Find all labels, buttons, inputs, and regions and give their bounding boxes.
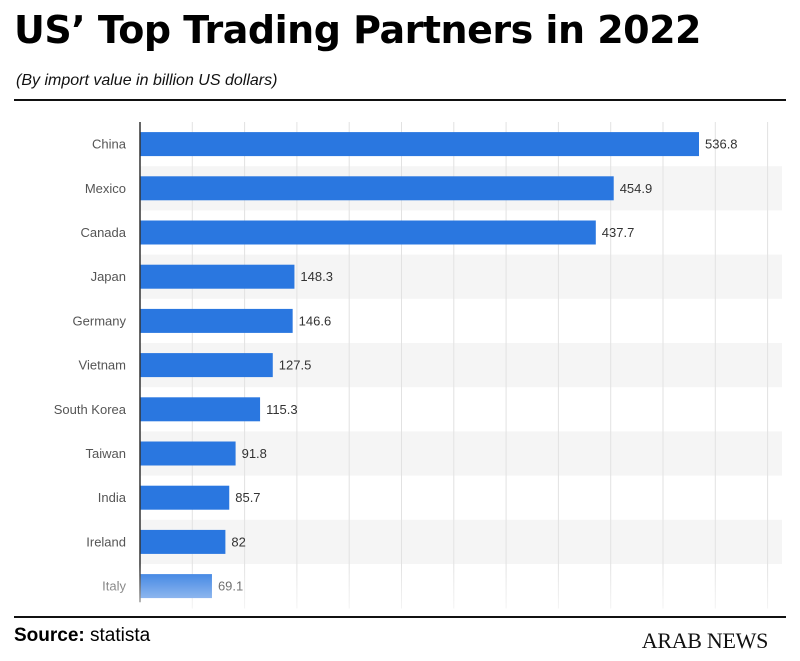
category-label: Vietnam bbox=[79, 358, 126, 373]
source-value: statista bbox=[90, 625, 151, 646]
bar bbox=[140, 353, 273, 378]
bar bbox=[140, 264, 295, 289]
bar bbox=[140, 176, 614, 201]
category-label: Ireland bbox=[86, 534, 126, 549]
source-label: Source: bbox=[14, 625, 85, 646]
value-label: 91.8 bbox=[242, 446, 267, 461]
chart-subtitle: (By import value in billion US dollars) bbox=[16, 72, 278, 89]
bar bbox=[140, 308, 293, 333]
row-bands bbox=[140, 166, 782, 564]
gridlines bbox=[191, 122, 769, 609]
bar bbox=[140, 397, 261, 422]
bar bbox=[140, 441, 236, 466]
value-label: 536.8 bbox=[705, 137, 738, 152]
category-label: Germany bbox=[73, 313, 127, 328]
bars bbox=[140, 132, 699, 599]
category-label: Mexico bbox=[85, 181, 126, 196]
category-label: South Korea bbox=[54, 402, 127, 417]
category-label: China bbox=[92, 137, 127, 152]
brand-logo: ARAB NEWS bbox=[641, 628, 769, 653]
value-label: 437.7 bbox=[602, 225, 635, 240]
bar bbox=[140, 220, 596, 245]
source-note: Source: statista bbox=[14, 625, 150, 647]
value-label: 85.7 bbox=[235, 490, 260, 505]
value-label: 82 bbox=[231, 534, 245, 549]
bar bbox=[140, 529, 226, 554]
category-labels: China Mexico Canada Japan Germany Vietnam Sout… bbox=[54, 137, 127, 594]
bar bbox=[140, 485, 230, 510]
page-title: US’ Top Trading Partners in 2022 bbox=[14, 8, 702, 52]
category-label: Taiwan bbox=[86, 446, 126, 461]
value-label: 454.9 bbox=[620, 181, 653, 196]
bar bbox=[140, 132, 699, 157]
row-band bbox=[140, 431, 782, 476]
row-band bbox=[140, 519, 782, 564]
bottom-fade bbox=[0, 564, 800, 609]
category-label: Canada bbox=[80, 225, 126, 240]
value-label: 146.6 bbox=[299, 313, 332, 328]
top-divider bbox=[14, 99, 786, 101]
value-label: 127.5 bbox=[279, 358, 312, 373]
value-label: 115.3 bbox=[266, 402, 298, 417]
value-label: 148.3 bbox=[300, 269, 333, 284]
category-label: India bbox=[98, 490, 127, 505]
category-label: Japan bbox=[91, 269, 126, 284]
bottom-divider bbox=[14, 616, 786, 618]
